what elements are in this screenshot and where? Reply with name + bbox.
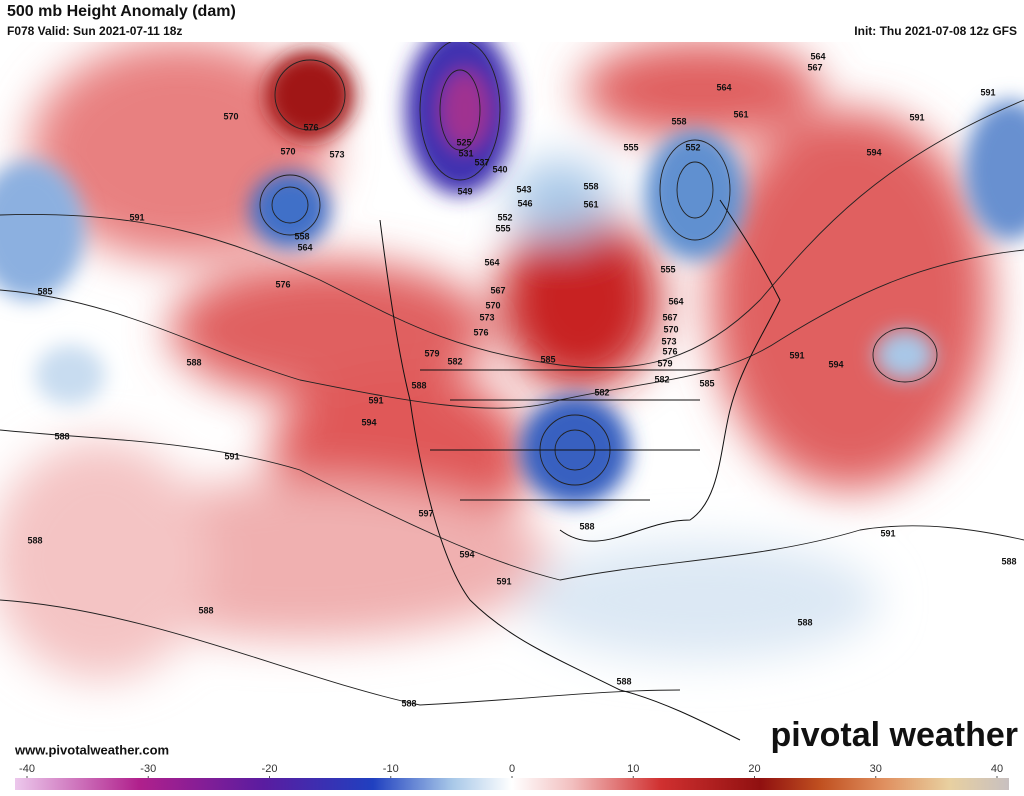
colorbar-ticks: -40 -30 -20 -10 0 10 20 30 40 [19, 763, 1003, 778]
contour-label: 570 [280, 146, 295, 156]
logo: pivotal weather [770, 716, 1018, 754]
contour-label: 585 [540, 354, 555, 364]
contour-label: 564 [297, 242, 312, 252]
contour-label: 591 [496, 576, 511, 586]
contour-label: 591 [368, 395, 383, 405]
contour-label: 594 [828, 359, 843, 369]
contour-label: 597 [418, 508, 433, 518]
coastlines [379, 199, 781, 741]
colorbar [15, 778, 1009, 790]
contour-label: 537 [474, 157, 489, 167]
colorbar-tick-label: 20 [748, 763, 760, 775]
map-title: 500 mb Height Anomaly (dam) [7, 3, 236, 20]
contour-label: 594 [459, 549, 474, 559]
contour-label: 558 [583, 181, 598, 191]
contour-label: 573 [661, 336, 676, 346]
colorbar-tick-label: 0 [509, 763, 515, 775]
contour-label: 582 [594, 387, 609, 397]
contour-label: 588 [198, 605, 213, 615]
contour-label: 570 [485, 300, 500, 310]
contour-label: 588 [1001, 556, 1016, 566]
colorbar-tick-label: -40 [19, 763, 35, 775]
contour-label: 573 [479, 312, 494, 322]
colorbar-tick-label: -10 [383, 763, 399, 775]
contour-label: 588 [411, 380, 426, 390]
header-background [0, 0, 1024, 42]
contour-label: 582 [447, 356, 462, 366]
contour-label: 558 [671, 116, 686, 126]
contour-label: 567 [662, 312, 677, 322]
contour-label: 576 [275, 279, 290, 289]
colorbar-tick-label: -30 [140, 763, 156, 775]
contour-label: 576 [303, 122, 318, 132]
contour-label: 579 [657, 358, 672, 368]
contour-label: 561 [583, 199, 598, 209]
contour-label: 579 [424, 348, 439, 358]
contour-label: 546 [517, 198, 532, 208]
contour-label: 564 [668, 296, 683, 306]
contour-label: 549 [457, 186, 472, 196]
contour-label: 555 [495, 223, 510, 233]
contour-label: 525 [456, 137, 471, 147]
contour-label: 585 [699, 378, 714, 388]
contour-label: 552 [497, 212, 512, 222]
contour-label: 561 [733, 109, 748, 119]
contour-label: 588 [579, 521, 594, 531]
contour-label: 567 [807, 62, 822, 72]
contour-label: 588 [54, 431, 69, 441]
contour-label: 594 [866, 147, 881, 157]
colorbar-tick-label: 30 [870, 763, 882, 775]
contour-label: 564 [716, 82, 731, 92]
contour-label: 588 [797, 617, 812, 627]
colorbar-tick-label: 40 [991, 763, 1003, 775]
contour-label: 585 [37, 286, 52, 296]
contour-label: 588 [186, 357, 201, 367]
contour-label: 558 [294, 231, 309, 241]
contour-label: 543 [516, 184, 531, 194]
contour-label: 591 [909, 112, 924, 122]
contour-label: 576 [473, 327, 488, 337]
contour-label: 570 [223, 111, 238, 121]
contour-label: 564 [810, 51, 825, 61]
init-time: Init: Thu 2021-07-08 12z GFS [854, 24, 1017, 38]
contour-label: 540 [492, 164, 507, 174]
contour-label: 552 [685, 142, 700, 152]
contour-label: 567 [490, 285, 505, 295]
contour-label: 570 [663, 324, 678, 334]
valid-time: F078 Valid: Sun 2021-07-11 18z [7, 24, 182, 38]
website: www.pivotalweather.com [14, 742, 169, 757]
colorbar-tick-label: -20 [262, 763, 278, 775]
contour-label: 588 [616, 676, 631, 686]
contour-label: 591 [980, 87, 995, 97]
contour-label: 531 [458, 148, 473, 158]
colorbar-tick-label: 10 [627, 763, 639, 775]
contour-label: 591 [129, 212, 144, 222]
contour-label: 591 [224, 451, 239, 461]
contour-label: 573 [329, 149, 344, 159]
contour-label: 576 [662, 346, 677, 356]
contour-label: 588 [27, 535, 42, 545]
contour-label: 591 [789, 350, 804, 360]
contour-label: 594 [361, 417, 376, 427]
anomaly-field [0, 42, 1024, 741]
contour-label: 564 [484, 257, 499, 267]
contour-label: 555 [623, 142, 638, 152]
contour-label: 588 [401, 698, 416, 708]
contour-label: 591 [880, 528, 895, 538]
contour-label: 582 [654, 374, 669, 384]
contour-label: 555 [660, 264, 675, 274]
